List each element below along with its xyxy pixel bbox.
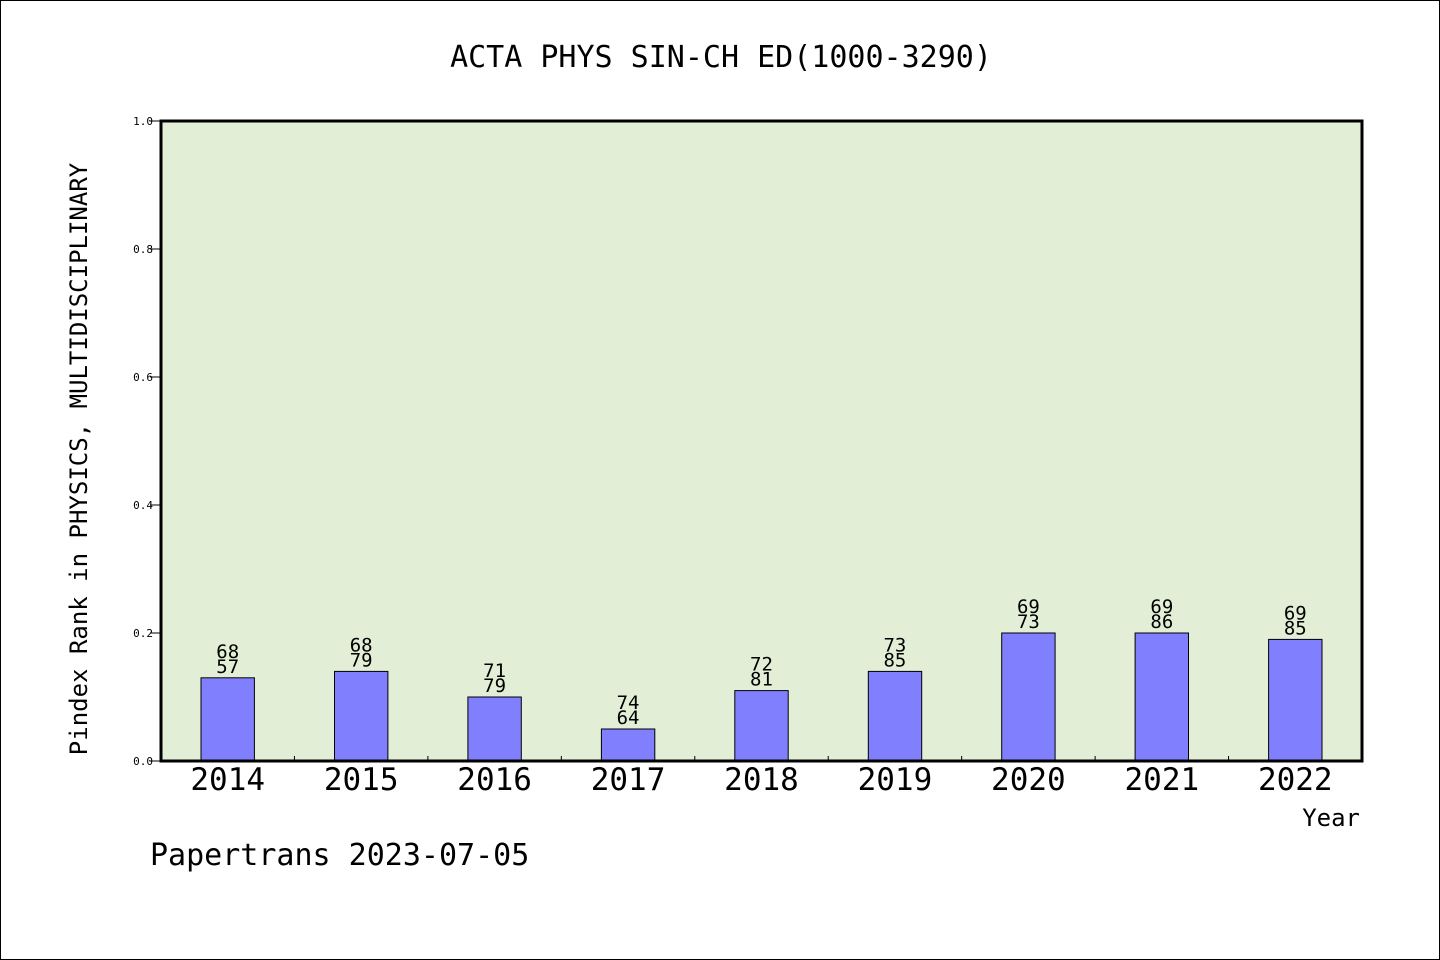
bar-label-2018-bottom: 81	[750, 669, 773, 691]
bar-label-2020-bottom: 73	[1017, 611, 1040, 633]
x-axis-label: Year	[1302, 804, 1360, 832]
plot-frame	[159, 119, 1364, 763]
y-tick-label-0: 0.0	[133, 755, 153, 768]
bar-2018	[734, 690, 789, 762]
bar-label-2014-top: 68	[216, 641, 239, 663]
bar-label-2020-top: 69	[1017, 596, 1040, 618]
x-tick-label-2014: 2014	[190, 762, 265, 798]
bar-2020	[1001, 632, 1056, 762]
y-tick-label-2: 0.4	[133, 499, 153, 512]
x-tick-label-2017: 2017	[591, 762, 666, 798]
bar-label-2017-bottom: 64	[617, 707, 640, 729]
x-tick-label-2020: 2020	[991, 762, 1066, 798]
bar-label-2017-top: 74	[617, 692, 640, 714]
footer-credit: Papertrans 2023-07-05	[150, 838, 529, 873]
x-tick-label-2018: 2018	[724, 762, 799, 798]
x-tick-label-2022: 2022	[1258, 762, 1333, 798]
bar-label-2022-top: 69	[1284, 602, 1307, 624]
bar-label-2014-bottom: 57	[216, 656, 239, 678]
x-tick-label-2021: 2021	[1125, 762, 1200, 798]
y-tick-label-5: 1.0	[133, 115, 153, 128]
y-tick-label-1: 0.2	[133, 627, 153, 640]
x-tick-label-2019: 2019	[858, 762, 933, 798]
bar-2015	[334, 670, 389, 762]
bar-2019	[867, 670, 923, 762]
bar-label-2021-bottom: 86	[1150, 611, 1173, 633]
chart-title: ACTA PHYS SIN-CH ED(1000-3290)	[450, 40, 992, 75]
bar-label-2016-top: 71	[483, 660, 506, 682]
bar-label-2019-top: 73	[883, 634, 906, 656]
bar-2014	[200, 677, 255, 762]
bar-2016	[467, 696, 522, 762]
ticks-layer: 2014 2015 2016 2017 2018 2019 2020 2021 2022 0.0 0…	[133, 115, 1332, 798]
bar-label-2019-bottom: 85	[883, 649, 906, 671]
x-tick-label-2016: 2016	[457, 762, 532, 798]
bar-label-2018-top: 72	[750, 654, 773, 676]
x-tick-label-2015: 2015	[324, 762, 399, 798]
bar-label-2021-top: 69	[1150, 596, 1173, 618]
y-axis-label: Pindex Rank in PHYSICS, MULTIDISCIPLINAR…	[65, 162, 93, 755]
bar-label-2015-top: 68	[350, 634, 373, 656]
y-tick-label-3: 0.6	[133, 371, 153, 384]
bar-label-2016-bottom: 79	[483, 675, 506, 697]
bar-2021	[1134, 632, 1189, 762]
bar-2017	[600, 728, 656, 762]
bar-2022	[1268, 638, 1323, 762]
y-tick-label-4: 0.8	[133, 243, 153, 256]
bar-label-2015-bottom: 79	[350, 649, 373, 671]
bar-label-2022-bottom: 85	[1284, 617, 1307, 639]
